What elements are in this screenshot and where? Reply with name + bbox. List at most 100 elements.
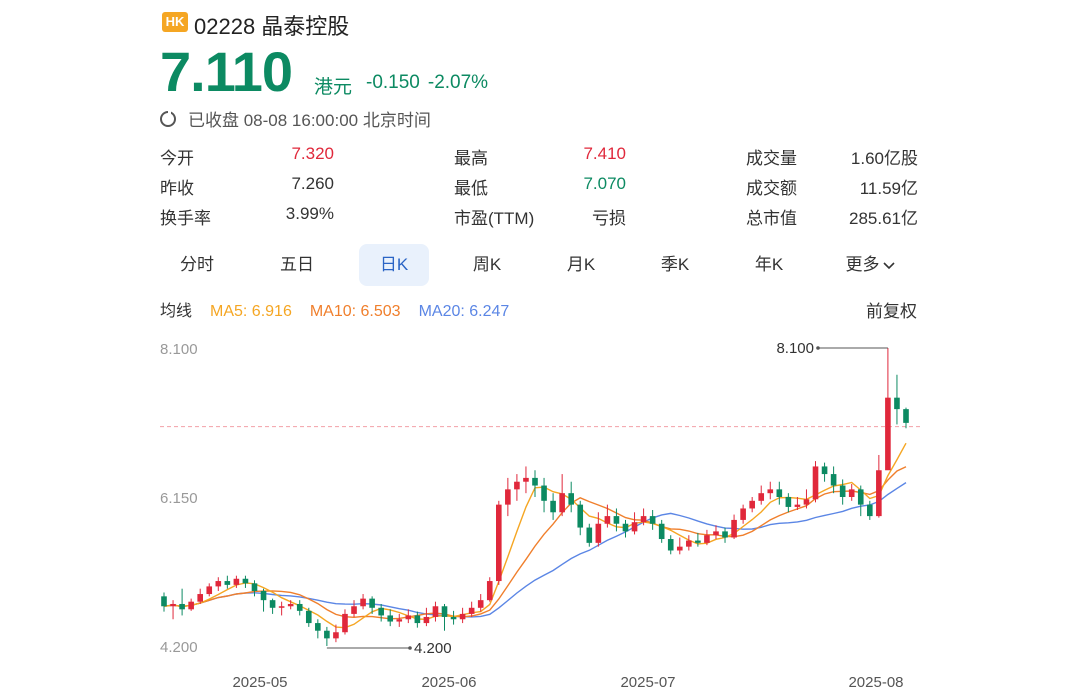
candle-body <box>269 600 276 608</box>
high-label: 最高 <box>454 149 488 168</box>
candle-body <box>423 616 430 624</box>
candle-body <box>215 581 222 587</box>
candle-body <box>278 606 285 608</box>
change-amount: -0.150 <box>366 72 420 93</box>
candle-body <box>550 500 556 513</box>
candle-body <box>197 594 204 602</box>
candle-body <box>785 497 792 507</box>
candle-body <box>740 508 746 520</box>
candle-body <box>170 603 176 607</box>
tab-quarter-k[interactable]: 季K <box>660 255 690 274</box>
candle-body <box>821 466 828 475</box>
candle-body <box>812 466 819 500</box>
candle-body <box>857 489 864 505</box>
candle-body <box>604 516 611 524</box>
candlestick-chart[interactable]: 8.100 6.150 4.200 2025-05 2025-06 2025-07 2025… <box>0 328 1080 692</box>
currency-unit: 港元 <box>314 77 353 98</box>
candle-body <box>405 615 412 620</box>
candle-body <box>486 581 493 601</box>
max-pointer-dot <box>816 346 820 350</box>
candle-body <box>315 623 321 631</box>
candle-body <box>559 493 565 513</box>
candle-body <box>803 499 810 505</box>
candle-body <box>287 603 294 607</box>
ma10-line <box>163 466 907 620</box>
x-tick-label: 2025-08 <box>848 674 903 691</box>
ma20-value: MA20: 6.247 <box>418 303 510 320</box>
stock-code-name: 02228 晶泰控股 <box>194 14 350 39</box>
x-tick-label: 2025-07 <box>620 674 675 691</box>
y-tick-label: 8.100 <box>160 341 198 358</box>
open-label: 今开 <box>160 149 194 168</box>
candle-body <box>242 578 249 584</box>
candle-body <box>866 504 873 517</box>
candle-body <box>577 504 584 528</box>
candle-body <box>848 489 855 497</box>
candle-body <box>514 481 520 490</box>
ma-label: 均线 <box>160 303 193 320</box>
candle-body <box>631 522 638 532</box>
candle-body <box>414 615 421 624</box>
chevron-down-icon <box>882 262 895 270</box>
low-label: 最低 <box>454 179 488 198</box>
candle-body <box>468 607 475 614</box>
candle-body <box>722 531 728 538</box>
candle-body <box>640 516 647 523</box>
candle-body <box>333 632 339 639</box>
candle-body <box>767 489 774 494</box>
candle-body <box>396 619 403 622</box>
tab-week-k[interactable]: 周K <box>472 255 502 274</box>
candle-body <box>495 504 502 582</box>
y-tick-label: 6.150 <box>160 490 198 507</box>
candle-body <box>505 489 511 505</box>
tab-month-k[interactable]: 月K <box>566 255 596 274</box>
clock-icon <box>160 109 176 127</box>
candle-body <box>649 516 656 524</box>
candle-body <box>342 613 348 633</box>
candle-body <box>251 583 258 591</box>
candle-body <box>903 409 909 423</box>
candle-body <box>686 540 692 547</box>
market-cap-label: 总市值 <box>746 209 797 228</box>
market-cap-value: 285.61亿 <box>849 209 918 228</box>
candle-body <box>532 477 538 486</box>
x-tick-label: 2025-06 <box>421 674 476 691</box>
candle-body <box>188 601 194 610</box>
candle-body <box>749 500 755 509</box>
ma5-value: MA5: 6.916 <box>210 303 292 320</box>
candle-body <box>387 615 394 622</box>
candle-body <box>713 531 719 536</box>
adjust-toggle[interactable]: 前复权 <box>866 302 917 321</box>
tab-more[interactable]: 更多 <box>832 244 908 286</box>
volume-value: 1.60亿股 <box>850 149 918 168</box>
ma-legend: 均线 MA5: 6.916 MA10: 6.503 MA20: 6.247 <box>160 297 527 321</box>
y-tick-label: 4.200 <box>160 639 198 656</box>
tab-more-label: 更多 <box>845 255 880 274</box>
pe-value: 亏损 <box>592 209 626 228</box>
pe-label: 市盈(TTM) <box>454 209 535 228</box>
candle-body <box>695 540 701 543</box>
candle-body <box>839 485 846 497</box>
candle-body <box>305 610 312 624</box>
candle-body <box>622 523 629 532</box>
ma20-line <box>163 482 907 618</box>
candle-body <box>161 596 167 607</box>
tab-five-day[interactable]: 五日 <box>280 255 314 274</box>
candle-body <box>541 485 547 501</box>
candle-body <box>704 535 710 543</box>
change-percent: -2.07% <box>427 72 489 93</box>
tab-day-k[interactable]: 日K <box>359 244 429 286</box>
turnover-label: 成交额 <box>746 179 797 198</box>
candle-body <box>432 606 439 617</box>
candle-body <box>876 470 882 517</box>
period-tabs: 分时 五日 日K 周K 月K 季K 年K 更多 <box>150 244 920 286</box>
candle-body <box>586 527 593 543</box>
tab-minute[interactable]: 分时 <box>180 255 214 274</box>
candle-body <box>830 474 837 486</box>
tab-year-k[interactable]: 年K <box>754 255 784 274</box>
candle-body <box>324 630 330 639</box>
candle-body <box>523 477 529 482</box>
candle-body <box>758 493 765 501</box>
market-status: 已收盘 08-08 16:00:00 北京时间 <box>160 106 431 131</box>
candle-body <box>731 519 737 538</box>
